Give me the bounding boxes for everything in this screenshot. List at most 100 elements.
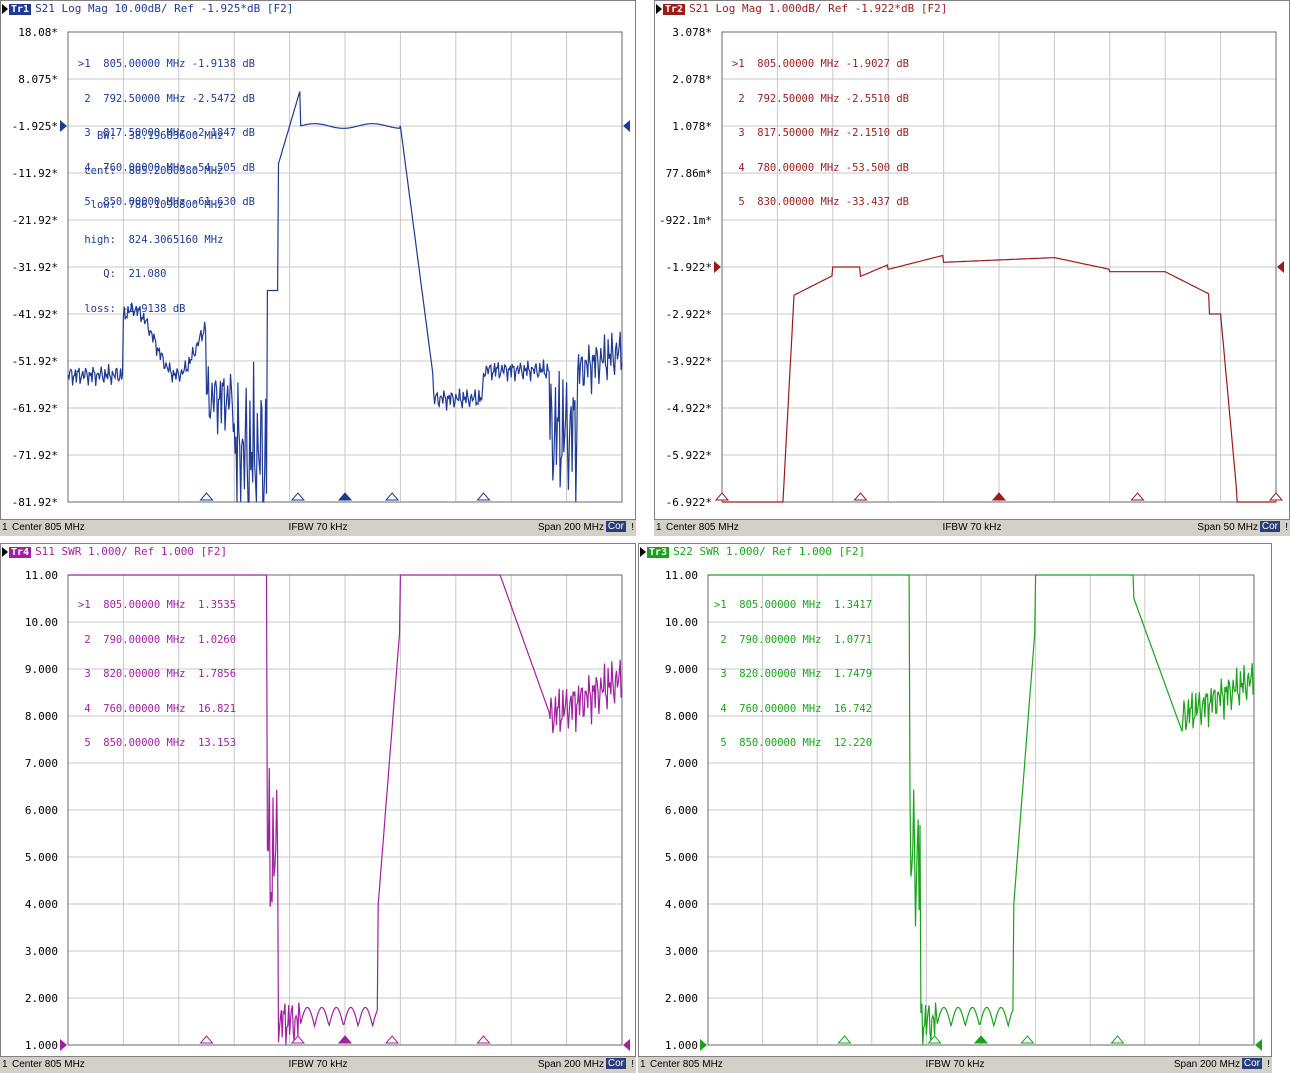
marker-table: >1 805.00000 MHz -1.9138 dB 2 792.50000 … bbox=[78, 36, 255, 232]
marker-stimulus-icon[interactable] bbox=[337, 1035, 353, 1044]
marker-stimulus-icon[interactable] bbox=[714, 492, 730, 501]
reference-level-right-icon[interactable] bbox=[1255, 1039, 1262, 1051]
reference-level-right-icon[interactable] bbox=[623, 120, 630, 132]
marker-row: 4 760.00000 MHz 16.742 bbox=[714, 702, 873, 715]
marker-stimulus-icon[interactable] bbox=[385, 492, 400, 501]
reference-level-left-icon[interactable] bbox=[700, 1039, 707, 1051]
marker-stimulus-icon[interactable] bbox=[476, 1035, 491, 1044]
measurement-trace[interactable] bbox=[67, 91, 623, 503]
span-setting[interactable]: Span 200 MHz bbox=[1173, 1059, 1240, 1070]
y-axis-label: 6.000 bbox=[25, 804, 58, 817]
ifbw-setting[interactable]: IFBW 70 kHz bbox=[288, 522, 348, 533]
warning-indicator: ! bbox=[1285, 522, 1288, 533]
correction-badge[interactable]: Cor bbox=[1241, 1058, 1262, 1069]
active-trace-arrow-icon bbox=[2, 547, 8, 557]
center-frequency[interactable]: Center 805 MHz bbox=[12, 522, 85, 533]
y-axis-label: -61.92* bbox=[12, 402, 58, 415]
bw-stat: BW: 38.19683600 MHz bbox=[78, 130, 224, 142]
measurement-trace[interactable] bbox=[68, 574, 623, 1046]
y-axis-label: -31.92* bbox=[12, 261, 58, 274]
marker-stimulus-icon[interactable] bbox=[385, 1035, 400, 1044]
trace-plot-tr2[interactable]: 3.078* 2.078* 1.078* 77.86m* -922.1m* -1.922*… bbox=[654, 0, 1290, 536]
center-frequency[interactable]: Center 805 MHz bbox=[12, 1059, 85, 1070]
channel-status-bar: 1 Center 805 MHz IFBW 70 kHz Span 200 MH… bbox=[0, 519, 636, 536]
channel-number[interactable]: 1 bbox=[656, 522, 662, 533]
marker-stimulus-icon[interactable] bbox=[476, 492, 491, 501]
marker-stimulus-icon[interactable] bbox=[290, 492, 305, 501]
y-axis-label: 4.000 bbox=[665, 898, 698, 911]
marker-row: 4 760.00000 MHz -54.505 dB bbox=[78, 161, 256, 174]
marker-stimulus-icon[interactable] bbox=[199, 1035, 214, 1044]
y-axis-label: 2.078* bbox=[672, 73, 712, 86]
marker-stimulus-icon[interactable] bbox=[837, 1035, 852, 1044]
correction-badge[interactable]: Cor bbox=[605, 1058, 626, 1069]
span-setting[interactable]: Span 200 MHz bbox=[537, 1059, 604, 1070]
y-axis-label: 3.000 bbox=[665, 945, 698, 958]
trace-title[interactable]: Tr3 S22 SWR 1.000/ Ref 1.000 [F2] bbox=[640, 545, 865, 558]
marker-stimulus-icon[interactable] bbox=[973, 1035, 989, 1044]
reference-level-left-icon[interactable] bbox=[714, 261, 721, 273]
reference-level-left-icon[interactable] bbox=[60, 120, 67, 132]
y-axis-label: 7.000 bbox=[25, 757, 58, 770]
marker-stimulus-icon[interactable] bbox=[337, 492, 353, 501]
y-axis-label: 9.000 bbox=[25, 663, 58, 676]
y-axis-label: 3.078* bbox=[672, 26, 712, 39]
marker-stimulus-icon[interactable] bbox=[1130, 492, 1145, 501]
y-axis-label: -5.922* bbox=[666, 449, 712, 462]
bandwidth-stats: BW: 38.19683600 MHz cent: 805.2080980 MH… bbox=[78, 108, 223, 338]
trace-badge[interactable]: Tr2 bbox=[663, 4, 686, 15]
trace-badge[interactable]: Tr1 bbox=[9, 4, 32, 15]
marker-stimulus-icon[interactable] bbox=[1268, 492, 1284, 501]
measurement-trace[interactable] bbox=[722, 254, 1276, 503]
channel-number[interactable]: 1 bbox=[2, 1059, 8, 1070]
trace-title[interactable]: Tr4 S11 SWR 1.000/ Ref 1.000 [F2] bbox=[2, 545, 227, 558]
trace-pane-tr3[interactable]: 11.00 10.00 9.000 8.000 7.000 6.000 5.000 4.000… bbox=[638, 543, 1272, 1073]
marker-row: 3 820.00000 MHz 1.7479 bbox=[714, 668, 873, 680]
y-axis-label: 2.000 bbox=[25, 992, 58, 1005]
measurement-trace[interactable] bbox=[708, 574, 1255, 1046]
y-axis-label: -922.1m* bbox=[659, 214, 712, 227]
trace-badge[interactable]: Tr3 bbox=[647, 547, 670, 558]
marker-stimulus-icon[interactable] bbox=[927, 1035, 942, 1044]
trace-pane-tr2[interactable]: 3.078* 2.078* 1.078* 77.86m* -922.1m* -1.922*… bbox=[654, 0, 1290, 536]
trace-pane-tr1[interactable]: 18.08* 8.075* -1.925* -11.92* -21.92* -31.92*… bbox=[0, 0, 636, 536]
marker-row: 4 760.00000 MHz 16.821 bbox=[78, 702, 237, 715]
channel-status-bar: 1 Center 805 MHz IFBW 70 kHz Span 200 MH… bbox=[638, 1056, 1272, 1073]
reference-level-right-icon[interactable] bbox=[623, 1039, 630, 1051]
y-axis-label: 9.000 bbox=[665, 663, 698, 676]
channel-number[interactable]: 1 bbox=[2, 522, 8, 533]
ifbw-setting[interactable]: IFBW 70 kHz bbox=[925, 1059, 985, 1070]
marker-stimulus-icon[interactable] bbox=[853, 492, 868, 501]
trace-plot-tr4[interactable]: 11.00 10.00 9.000 8.000 7.000 6.000 5.000 4.000… bbox=[0, 543, 636, 1073]
reference-level-right-icon[interactable] bbox=[1277, 261, 1284, 273]
warning-indicator: ! bbox=[631, 1059, 634, 1070]
y-axis-label: -51.92* bbox=[12, 355, 58, 368]
marker-row: 5 850.00000 MHz -61.630 dB bbox=[78, 196, 256, 208]
marker-stimulus-icon[interactable] bbox=[1110, 1035, 1125, 1044]
marker-stimulus-icon[interactable] bbox=[290, 1035, 305, 1044]
span-setting[interactable]: Span 200 MHz bbox=[537, 522, 604, 533]
trace-title[interactable]: Tr1 S21 Log Mag 10.00dB/ Ref -1.925*dB [F… bbox=[2, 2, 293, 15]
span-setting[interactable]: Span 50 MHz bbox=[1197, 522, 1258, 533]
marker-stimulus-icon[interactable] bbox=[199, 492, 214, 501]
marker-stimulus-icon[interactable] bbox=[1020, 1035, 1035, 1044]
trace-badge[interactable]: Tr4 bbox=[9, 547, 32, 558]
trace-plot-tr1[interactable]: 18.08* 8.075* -1.925* -11.92* -21.92* -31.92*… bbox=[0, 0, 636, 536]
center-frequency[interactable]: Center 805 MHz bbox=[666, 522, 739, 533]
trace-title[interactable]: Tr2 S21 Log Mag 1.000dB/ Ref -1.922*dB [F… bbox=[656, 2, 947, 15]
reference-level-left-icon[interactable] bbox=[60, 1039, 67, 1051]
correction-badge[interactable]: Cor bbox=[1259, 521, 1280, 532]
plot-border bbox=[67, 574, 623, 1046]
y-axis-label: 2.000 bbox=[665, 992, 698, 1005]
y-axis-label: 11.00 bbox=[25, 569, 58, 582]
ifbw-setting[interactable]: IFBW 70 kHz bbox=[288, 1059, 348, 1070]
pane-divider-vertical[interactable] bbox=[640, 0, 650, 536]
channel-number[interactable]: 1 bbox=[640, 1059, 646, 1070]
ifbw-setting[interactable]: IFBW 70 kHz bbox=[942, 522, 1002, 533]
y-axis-label: 7.000 bbox=[665, 757, 698, 770]
y-axis-label: 10.00 bbox=[25, 616, 58, 629]
correction-badge[interactable]: Cor bbox=[605, 521, 626, 532]
marker-stimulus-icon[interactable] bbox=[991, 492, 1007, 501]
trace-pane-tr4[interactable]: 11.00 10.00 9.000 8.000 7.000 6.000 5.000 4.000… bbox=[0, 543, 636, 1073]
center-frequency[interactable]: Center 805 MHz bbox=[650, 1059, 723, 1070]
